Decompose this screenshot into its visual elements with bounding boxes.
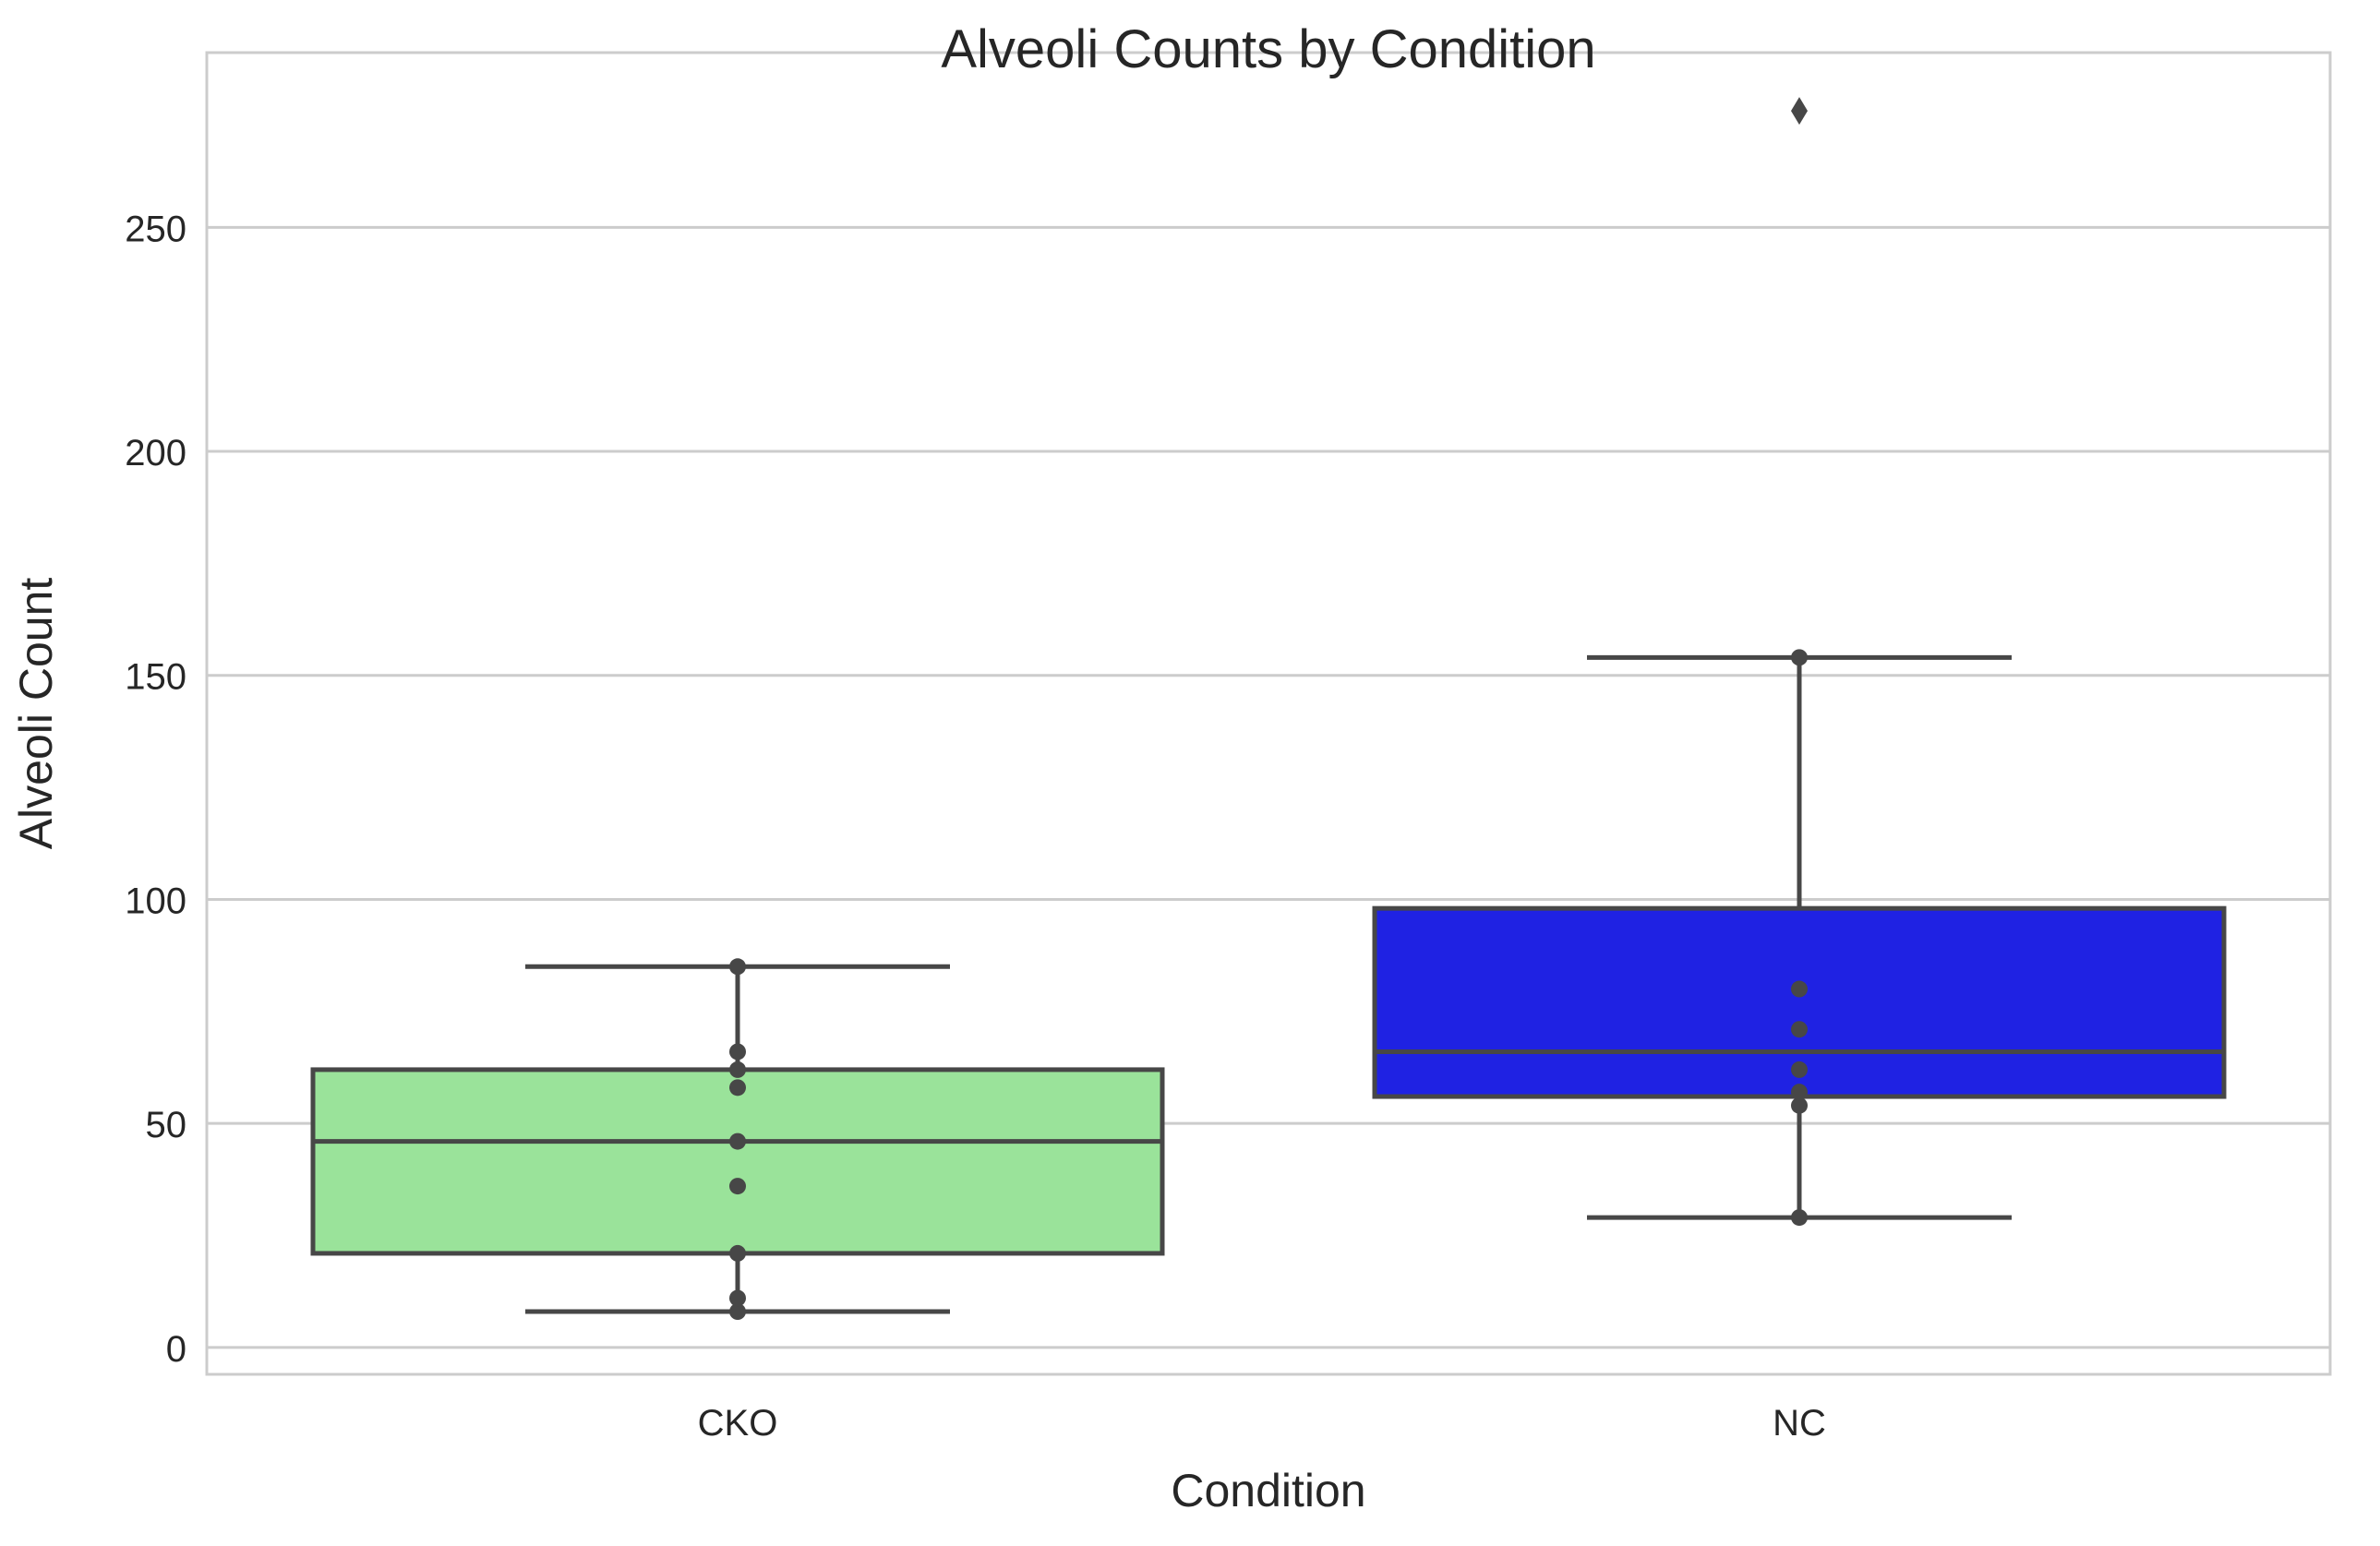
- data-point: [729, 1178, 746, 1195]
- tick-labels: 0 50 100 150 200 250 CKO NC: [125, 209, 1826, 1444]
- boxes: [310, 97, 2227, 1314]
- data-point: [729, 1133, 746, 1150]
- data-point: [729, 1303, 746, 1321]
- y-tick-label: 100: [125, 881, 186, 921]
- data-point: [1791, 980, 1808, 998]
- data-point: [729, 1061, 746, 1078]
- data-point: [1791, 649, 1808, 666]
- data-point: [729, 1244, 746, 1262]
- data-point: [729, 1043, 746, 1061]
- y-tick-label: 250: [125, 209, 186, 249]
- y-tick-label: 0: [166, 1329, 186, 1370]
- data-point: [1791, 1061, 1808, 1078]
- data-point: [1791, 1209, 1808, 1227]
- x-axis-label: Condition: [1171, 1465, 1365, 1516]
- data-point: [1791, 1084, 1808, 1101]
- outlier-marker: [1791, 97, 1808, 126]
- data-point: [729, 1079, 746, 1097]
- y-tick-label: 50: [146, 1105, 187, 1145]
- data-points: [729, 649, 1808, 1321]
- y-tick-label: 150: [125, 657, 186, 698]
- x-tick-label: CKO: [698, 1403, 778, 1444]
- iqr-box: [310, 1067, 1165, 1256]
- x-tick-label: NC: [1773, 1403, 1826, 1444]
- data-point: [1791, 1021, 1808, 1038]
- chart-title: Alveoli Counts by Condition: [941, 19, 1595, 79]
- data-point: [1791, 1097, 1808, 1114]
- data-point: [729, 958, 746, 976]
- y-tick-label: 200: [125, 433, 186, 473]
- data-point: [729, 1289, 746, 1307]
- y-axis-label: Alveoli Count: [10, 578, 62, 850]
